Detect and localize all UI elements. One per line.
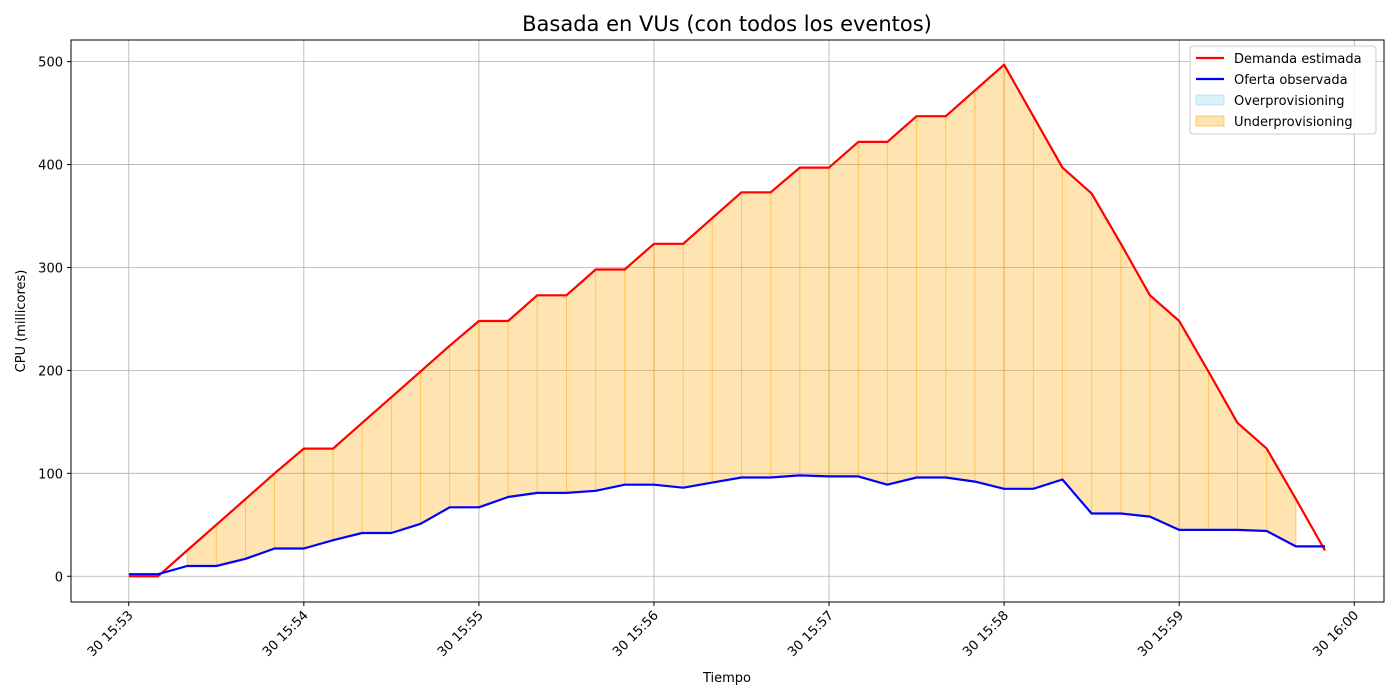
legend-item-underprovisioning-swatch: [1195, 115, 1225, 127]
y-tick-label: 100: [38, 467, 63, 482]
legend: Demanda estimada Oferta observada Overprov…: [1189, 45, 1377, 135]
legend-item-demand-label: Demanda estimada: [1234, 52, 1362, 67]
legend-item-underprovisioning-label: Underprovisioning: [1234, 115, 1353, 130]
y-tick-label: 0: [55, 570, 63, 585]
demand-line: [128, 63, 1326, 578]
x-tick-label: 30 16:00: [1310, 608, 1362, 660]
x-tick-label: 30 15:54: [260, 608, 312, 660]
series-lines: [128, 63, 1326, 578]
legend-box: [1189, 45, 1377, 135]
plot-frame: [70, 39, 1385, 603]
y-axis: 0 100 200 300 400 500: [38, 56, 71, 585]
x-tick-label: 30 15:56: [610, 608, 662, 660]
y-axis-label: CPU (millicores): [14, 270, 29, 373]
x-tick-label: 30 15:55: [435, 608, 487, 660]
y-tick-label: 300: [38, 261, 63, 276]
legend-item-overprovisioning-label: Overprovisioning: [1234, 94, 1345, 109]
x-tick-label: 30 15:57: [785, 608, 837, 660]
y-tick-label: 200: [38, 364, 63, 379]
x-tick-label: 30 15:58: [960, 608, 1012, 660]
x-tick-label: 30 15:53: [85, 608, 137, 660]
chart-title: Basada en VUs (con todos los eventos): [522, 12, 932, 36]
x-axis: 30 15:53 30 15:54 30 15:55 30 15:56 30 15:57…: [85, 602, 1362, 660]
legend-item-overprovisioning-swatch: [1195, 94, 1225, 106]
x-axis-label: Tiempo: [702, 671, 751, 686]
supply-line: [128, 474, 1325, 576]
x-tick-label: 30 15:59: [1135, 608, 1187, 660]
y-tick-label: 400: [38, 159, 63, 174]
y-tick-label: 500: [38, 56, 63, 71]
legend-item-supply-label: Oferta observada: [1234, 73, 1348, 88]
fill-areas: [128, 64, 1297, 577]
